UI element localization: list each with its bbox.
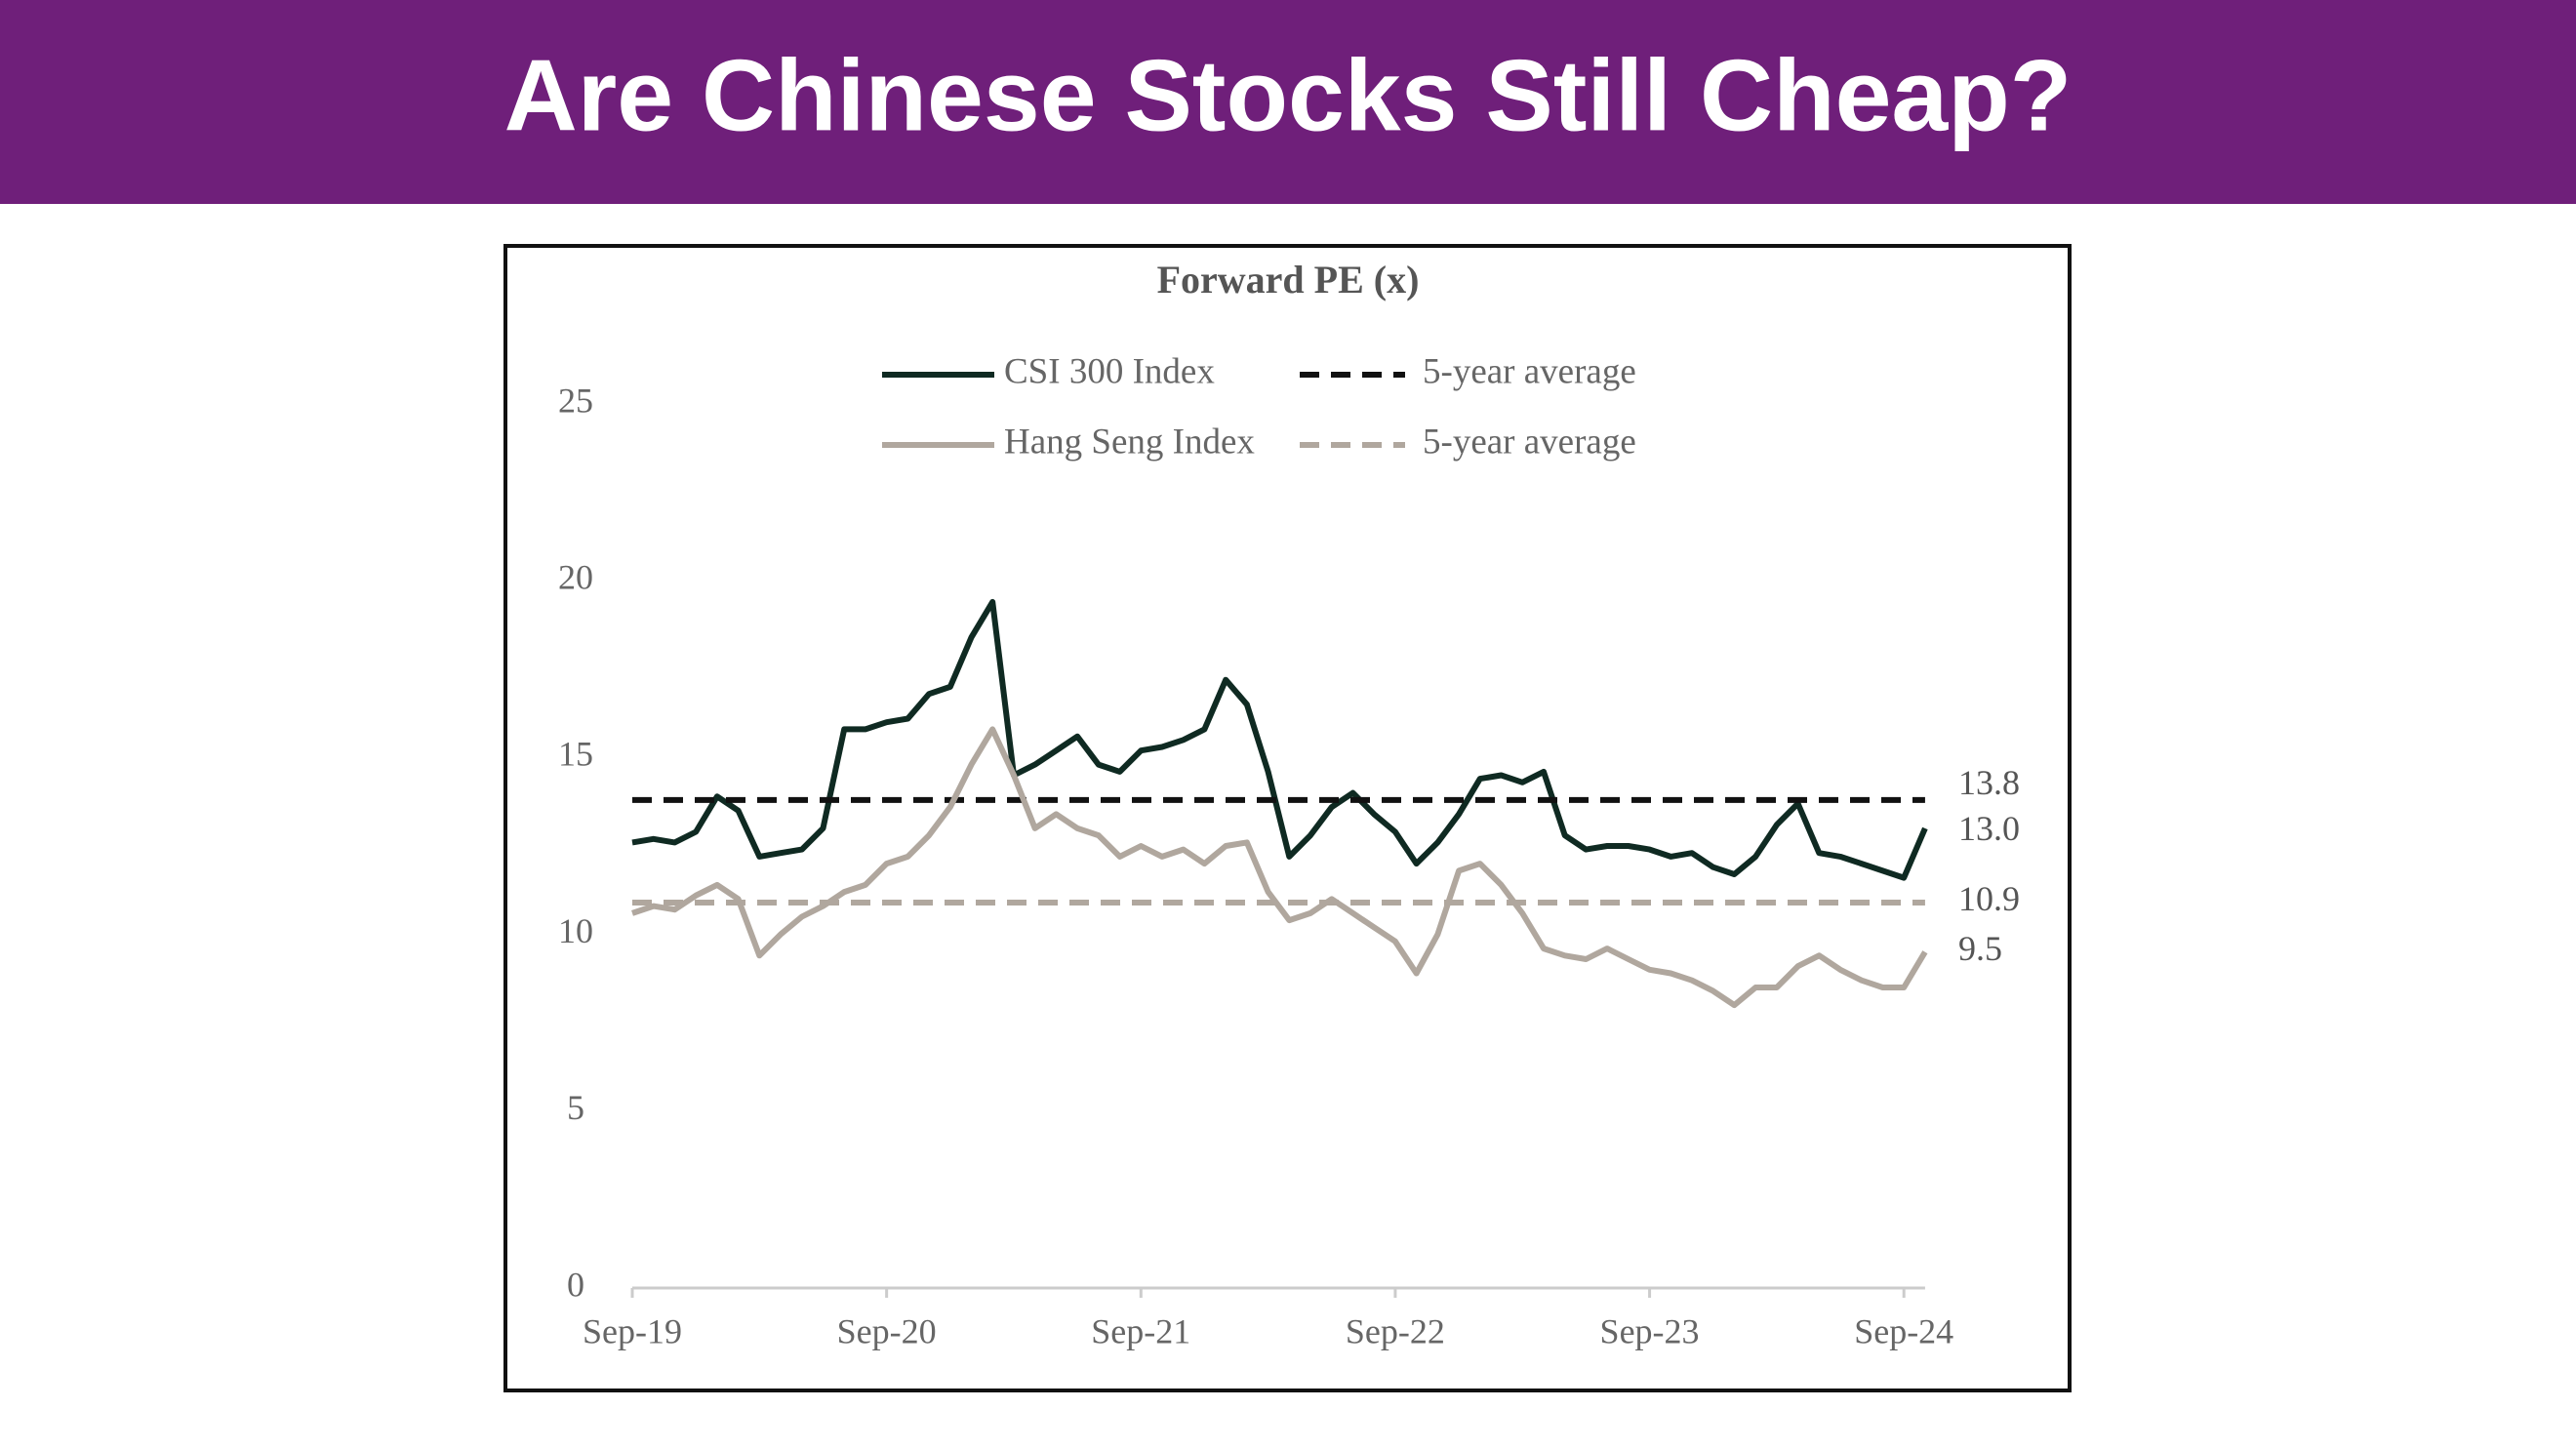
header-banner [0,0,2576,204]
y-tick-label: 10 [558,911,593,950]
x-tick-label: Sep-21 [1091,1311,1190,1350]
legend-label: 5-year average [1423,422,1636,462]
y-tick-label: 15 [558,735,593,774]
end-label: 10.9 [1958,879,2020,918]
chart-title: Forward PE (x) [1157,258,1420,302]
legend-label: CSI 300 Index [1004,351,1215,391]
end-label: 13.0 [1958,809,2020,848]
y-tick-label: 0 [567,1265,584,1304]
y-tick-label: 25 [558,381,593,420]
x-tick-label: Sep-22 [1346,1311,1445,1350]
legend-label: Hang Seng Index [1004,422,1255,462]
series-line [631,598,1928,881]
end-label: 13.8 [1958,763,2020,802]
chart-frame [503,244,2072,1392]
end-label: 9.5 [1958,929,2002,968]
x-tick-label: Sep-19 [583,1311,682,1350]
y-tick-label: 20 [558,557,593,596]
y-tick-label: 5 [567,1088,584,1127]
x-tick-label: Sep-23 [1600,1311,1700,1350]
x-tick-label: Sep-20 [837,1311,937,1350]
series-line [631,726,1928,1009]
x-tick-label: Sep-24 [1854,1311,1953,1350]
header-title: Are Chinese Stocks Still Cheap? [504,39,2073,152]
legend-label: 5-year average [1423,351,1636,391]
